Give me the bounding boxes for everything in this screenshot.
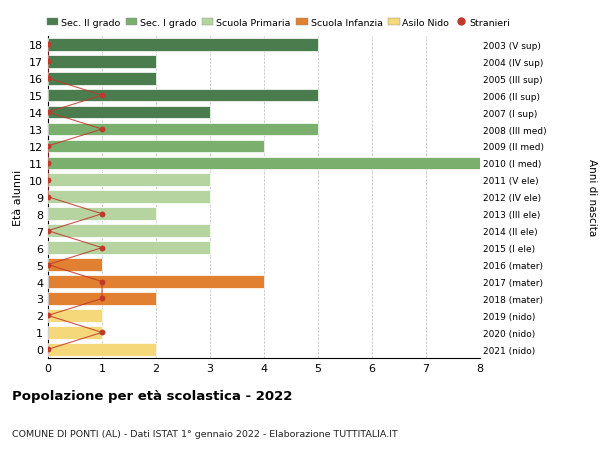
Point: [43, 160, 53, 167]
Bar: [48, 140, 264, 153]
Point: [43, 143, 53, 150]
Bar: [48, 343, 156, 356]
Bar: [48, 174, 210, 187]
Point: [43, 194, 53, 201]
Legend: Sec. II grado, Sec. I grado, Scuola Primaria, Scuola Infanzia, Asilo Nido, Stran: Sec. II grado, Sec. I grado, Scuola Prim…: [47, 18, 510, 28]
Point: [43, 58, 53, 66]
Point: [97, 278, 107, 285]
Point: [43, 75, 53, 83]
Bar: [48, 123, 318, 136]
Point: [43, 261, 53, 269]
Point: [43, 346, 53, 353]
Point: [43, 228, 53, 235]
Point: [97, 126, 107, 134]
Bar: [48, 208, 156, 221]
Bar: [48, 326, 102, 339]
Point: [43, 177, 53, 184]
Bar: [48, 242, 210, 254]
Bar: [48, 39, 318, 51]
Bar: [48, 157, 480, 170]
Bar: [48, 225, 210, 237]
Text: COMUNE DI PONTI (AL) - Dati ISTAT 1° gennaio 2022 - Elaborazione TUTTITALIA.IT: COMUNE DI PONTI (AL) - Dati ISTAT 1° gen…: [12, 429, 398, 438]
Point: [43, 41, 53, 49]
Point: [97, 92, 107, 100]
Text: Popolazione per età scolastica - 2022: Popolazione per età scolastica - 2022: [12, 389, 292, 403]
Point: [43, 312, 53, 319]
Bar: [48, 191, 210, 204]
Point: [97, 245, 107, 252]
Point: [97, 295, 107, 302]
Text: Anni di nascita: Anni di nascita: [587, 159, 597, 236]
Bar: [48, 275, 264, 288]
Point: [97, 211, 107, 218]
Bar: [48, 73, 156, 85]
Bar: [48, 56, 156, 68]
Bar: [48, 292, 156, 305]
Bar: [48, 259, 102, 271]
Y-axis label: Età alunni: Età alunni: [13, 169, 23, 225]
Bar: [48, 309, 102, 322]
Bar: [48, 106, 210, 119]
Bar: [48, 90, 318, 102]
Point: [43, 109, 53, 117]
Point: [97, 329, 107, 336]
